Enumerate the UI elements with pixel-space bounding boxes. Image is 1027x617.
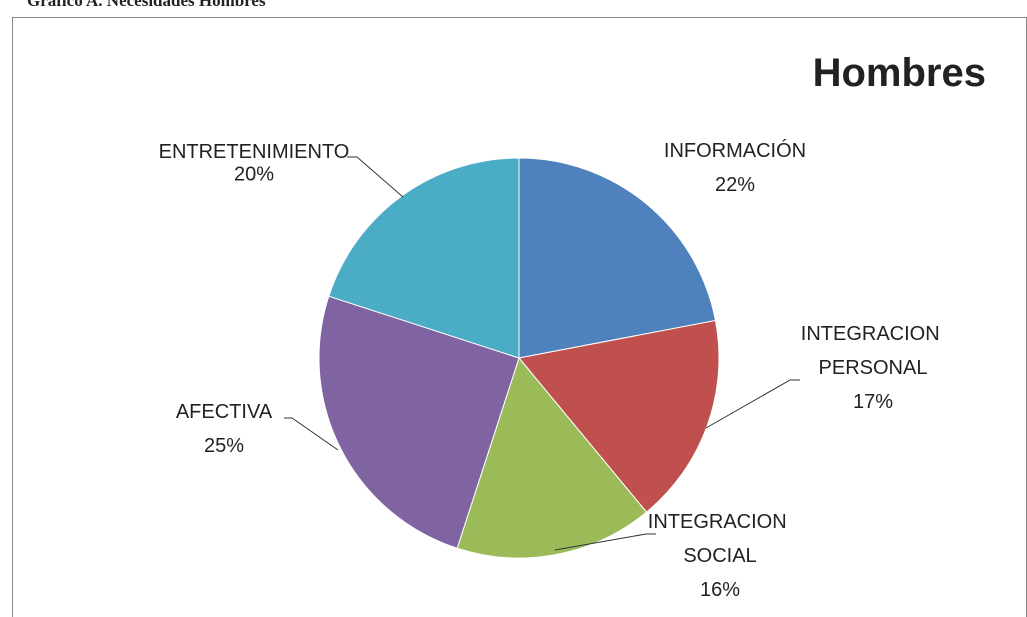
slice-label: AFECTIVA — [176, 401, 273, 423]
value-label: 20% — [234, 164, 274, 186]
value-label: 17% — [853, 391, 893, 413]
value-label: 22% — [715, 174, 755, 196]
pie-slice — [318, 295, 520, 549]
value-label: 25% — [204, 435, 244, 457]
leader-line — [705, 379, 800, 429]
leader-line — [554, 533, 656, 551]
value-label: 16% — [700, 579, 740, 601]
slice-label: INFORMACIÓN — [664, 139, 806, 162]
pie-slice — [518, 157, 717, 359]
pie-slice — [456, 356, 648, 559]
caption: Gráfico A. Necesidades Hombres — [27, 0, 266, 10]
pie-slice — [518, 319, 720, 513]
chart-title: Hombres — [813, 51, 986, 95]
slice-label: ENTRETENIMIENTO — [159, 141, 350, 163]
leader-line — [347, 156, 404, 198]
slice-label: INTEGRACION SOCIAL — [648, 511, 792, 567]
slice-label: INTEGRACION PERSONAL — [801, 323, 945, 379]
leader-line — [284, 417, 339, 451]
